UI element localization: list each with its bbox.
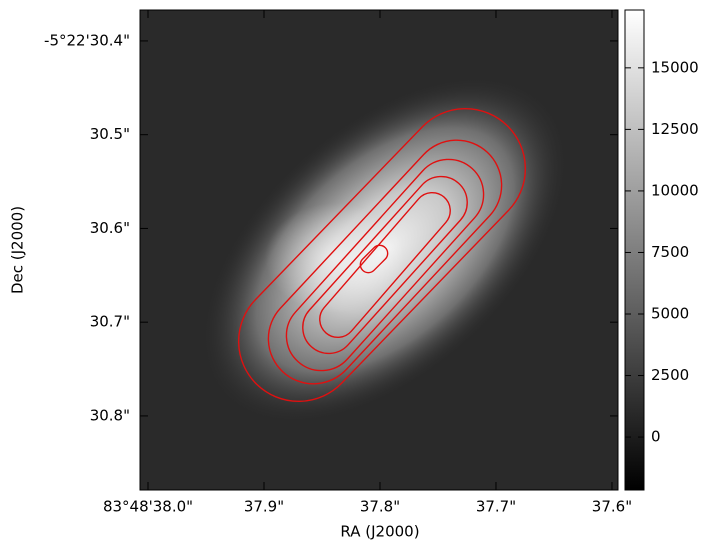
y-tick-label: 30.8" xyxy=(90,406,130,424)
x-tick-label: 37.6" xyxy=(592,498,632,516)
contours xyxy=(237,107,527,403)
colorbar-tick-label: 12500 xyxy=(651,120,699,138)
colorbar-tick-label: 10000 xyxy=(651,181,699,199)
y-axis-label: Dec (J2000) xyxy=(9,206,27,294)
x-tick-label: 37.8" xyxy=(360,498,400,516)
y-tick-label: -5°22'30.4" xyxy=(44,31,130,49)
x-tick-label: 37.7" xyxy=(476,498,516,516)
colorbar-tick-label: 5000 xyxy=(651,305,689,323)
axes-frame xyxy=(139,9,619,491)
x-axis-label: RA (J2000) xyxy=(340,523,419,541)
y-tick-label: 30.7" xyxy=(90,313,130,331)
x-tick-label: 83°48'38.0" xyxy=(103,498,193,516)
colorbar-tick-label: 15000 xyxy=(651,58,699,76)
x-tick-label: 37.9" xyxy=(244,498,284,516)
colorbar-tick-label: 0 xyxy=(651,428,661,446)
image xyxy=(140,10,618,490)
colorbar-tick-label: 7500 xyxy=(651,243,689,261)
colorbar xyxy=(624,9,645,491)
colorbar-tick-label: 2500 xyxy=(651,366,689,384)
y-tick-label: 30.5" xyxy=(90,125,130,143)
y-tick-label: 30.6" xyxy=(90,219,130,237)
